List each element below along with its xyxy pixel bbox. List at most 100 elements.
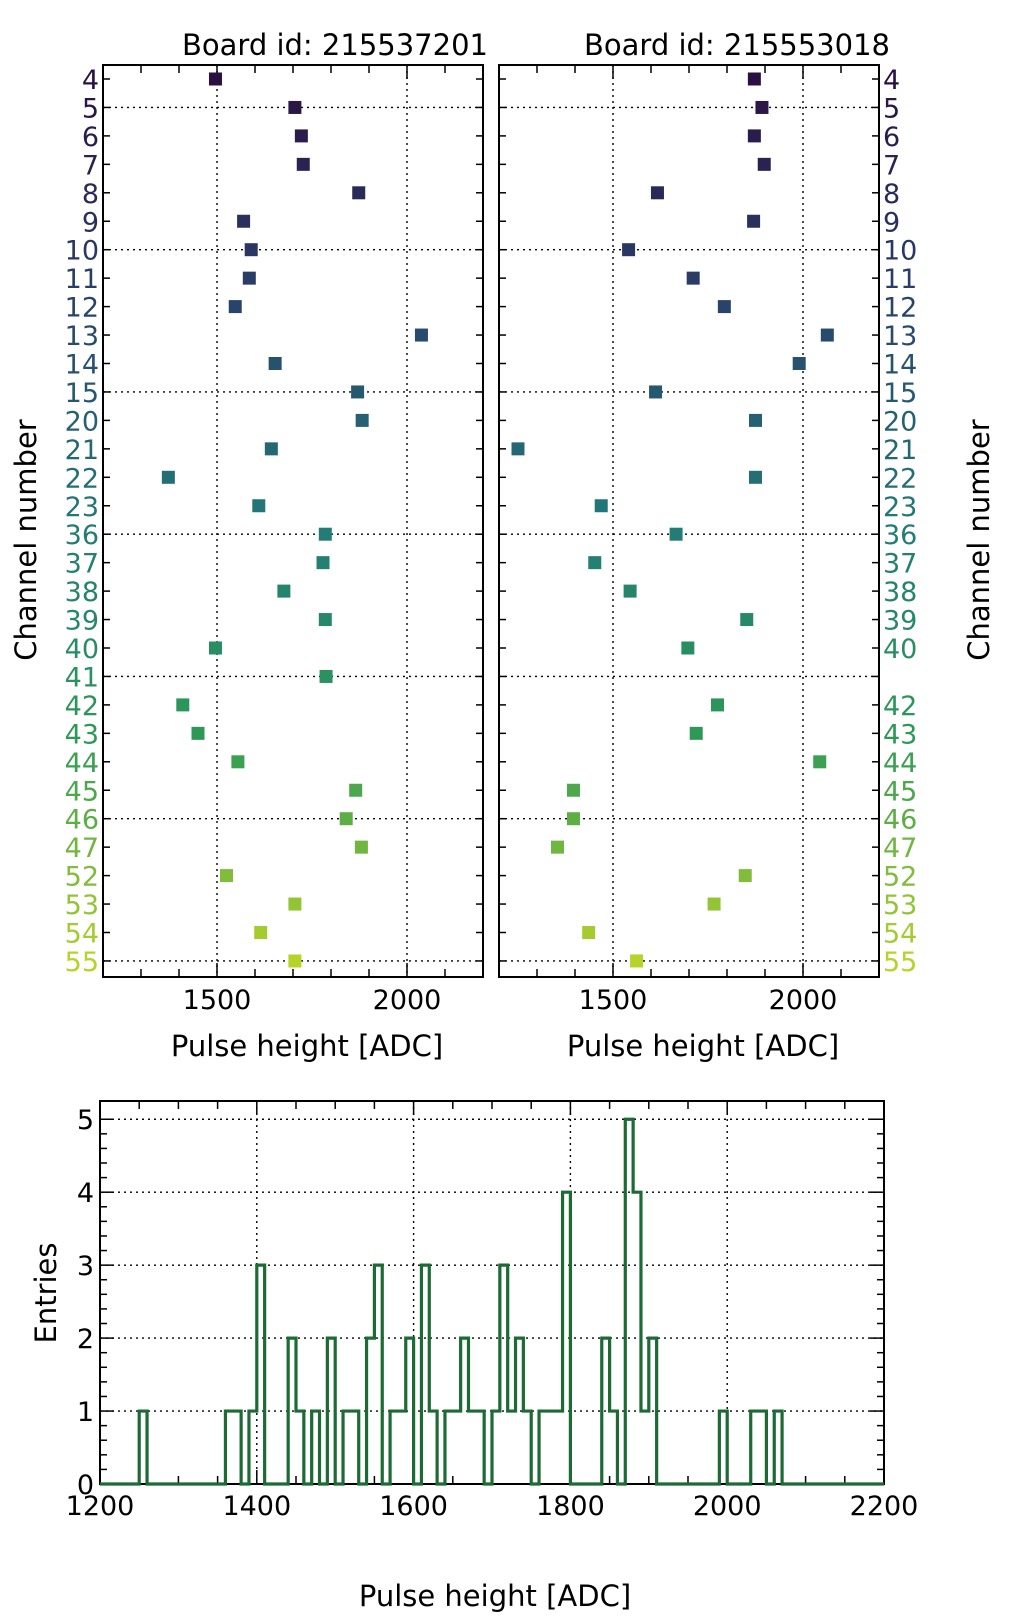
- channel-label: 15: [65, 378, 99, 409]
- data-point: [686, 271, 700, 285]
- data-point: [813, 755, 827, 769]
- data-point: [339, 812, 353, 826]
- channel-label: 38: [65, 577, 99, 608]
- data-point: [669, 527, 683, 541]
- data-point: [349, 783, 363, 797]
- data-point: [820, 328, 834, 342]
- x-tick-label: 1800: [536, 1491, 605, 1522]
- data-point: [355, 413, 369, 427]
- x-tick-label: 1200: [66, 1491, 135, 1522]
- data-point: [208, 72, 222, 86]
- histogram-bin: [453, 1411, 461, 1484]
- data-point: [351, 385, 365, 399]
- channel-label: 45: [883, 776, 917, 807]
- x-tick-label: 1500: [579, 985, 648, 1016]
- channel-label: 13: [883, 321, 917, 352]
- histogram-bin: [555, 1411, 563, 1484]
- channel-label: 21: [65, 435, 99, 466]
- channel-label: 8: [883, 179, 900, 210]
- channel-label: 10: [883, 236, 917, 267]
- right-panel-ylabel: Channel number: [962, 419, 996, 661]
- channel-label: 52: [883, 862, 917, 893]
- data-point: [414, 328, 428, 342]
- data-point: [747, 214, 761, 228]
- data-point: [176, 698, 190, 712]
- channel-label: 47: [65, 833, 99, 864]
- channel-label: 9: [82, 207, 99, 238]
- data-point: [220, 869, 233, 883]
- data-point: [738, 869, 752, 883]
- data-point: [588, 556, 602, 570]
- data-point: [650, 186, 664, 200]
- data-point: [594, 499, 608, 513]
- data-point: [228, 300, 242, 314]
- channel-label: 13: [65, 321, 99, 352]
- plot-frame: [498, 64, 880, 978]
- channel-label: 11: [883, 264, 917, 295]
- channel-label: 7: [82, 150, 99, 181]
- data-point: [740, 613, 754, 627]
- channel-label: 42: [883, 691, 917, 722]
- histogram-panel: Pulse height [ADC] Entries 1200 1400 1600 1…: [29, 1100, 918, 1613]
- data-point: [755, 100, 769, 114]
- channel-label: 44: [883, 748, 917, 779]
- channel-label: 55: [883, 947, 917, 978]
- data-point: [749, 470, 762, 484]
- y-tick-label: 3: [77, 1251, 94, 1282]
- data-point: [711, 698, 724, 712]
- channel-label: 12: [883, 293, 917, 324]
- right-panel-title: Board id: 215553018: [584, 28, 890, 62]
- histogram-line: [100, 1117, 884, 1486]
- channel-label: 42: [65, 691, 99, 722]
- data-point: [294, 129, 308, 143]
- data-point: [681, 641, 695, 655]
- y-tick-label: 1: [77, 1397, 94, 1428]
- channel-label: 43: [883, 719, 917, 750]
- data-point: [717, 300, 731, 314]
- channel-label: 41: [65, 662, 99, 693]
- data-point: [242, 271, 256, 285]
- scatter-panel-left: Board id: 215537201 Pulse height [ADC] C…: [9, 28, 488, 1063]
- data-point: [231, 755, 245, 769]
- data-point: [707, 897, 721, 911]
- right-panel-xlabel: Pulse height [ADC]: [567, 1029, 839, 1063]
- left-panel-xlabel: Pulse height [ADC]: [171, 1029, 443, 1063]
- data-point: [622, 243, 636, 257]
- y-tick-label: 5: [77, 1105, 94, 1136]
- data-point: [237, 214, 251, 228]
- data-point: [252, 499, 266, 513]
- histogram-bin: [641, 1411, 649, 1484]
- channel-label: 14: [883, 350, 917, 381]
- channel-label: 44: [65, 748, 99, 779]
- channel-label: 10: [65, 236, 99, 267]
- channel-label: 39: [65, 606, 99, 637]
- data-point: [566, 812, 580, 826]
- channel-label: 43: [65, 719, 99, 750]
- x-tick-label: 1600: [379, 1491, 448, 1522]
- channel-label: 8: [82, 179, 99, 210]
- data-point: [582, 926, 596, 939]
- channel-label: 55: [65, 947, 99, 978]
- channel-label: 20: [883, 406, 917, 437]
- data-point: [288, 897, 302, 911]
- channel-label: 52: [65, 862, 99, 893]
- channel-label: 47: [883, 833, 917, 864]
- data-point: [747, 72, 761, 86]
- channel-label: 40: [883, 634, 917, 665]
- data-point: [354, 840, 368, 854]
- channel-label: 6: [883, 122, 900, 153]
- data-point: [630, 954, 644, 968]
- channel-label: 11: [65, 264, 99, 295]
- channel-label: 53: [65, 890, 99, 921]
- left-panel-title: Board id: 215537201: [182, 28, 488, 62]
- channel-label: 14: [65, 350, 99, 381]
- data-point: [318, 613, 332, 627]
- data-point: [511, 442, 525, 456]
- channel-label: 20: [65, 406, 99, 437]
- data-point: [319, 669, 333, 683]
- channel-label: 15: [883, 378, 917, 409]
- data-point: [191, 726, 205, 740]
- data-point: [161, 470, 175, 484]
- channel-label: 38: [883, 577, 917, 608]
